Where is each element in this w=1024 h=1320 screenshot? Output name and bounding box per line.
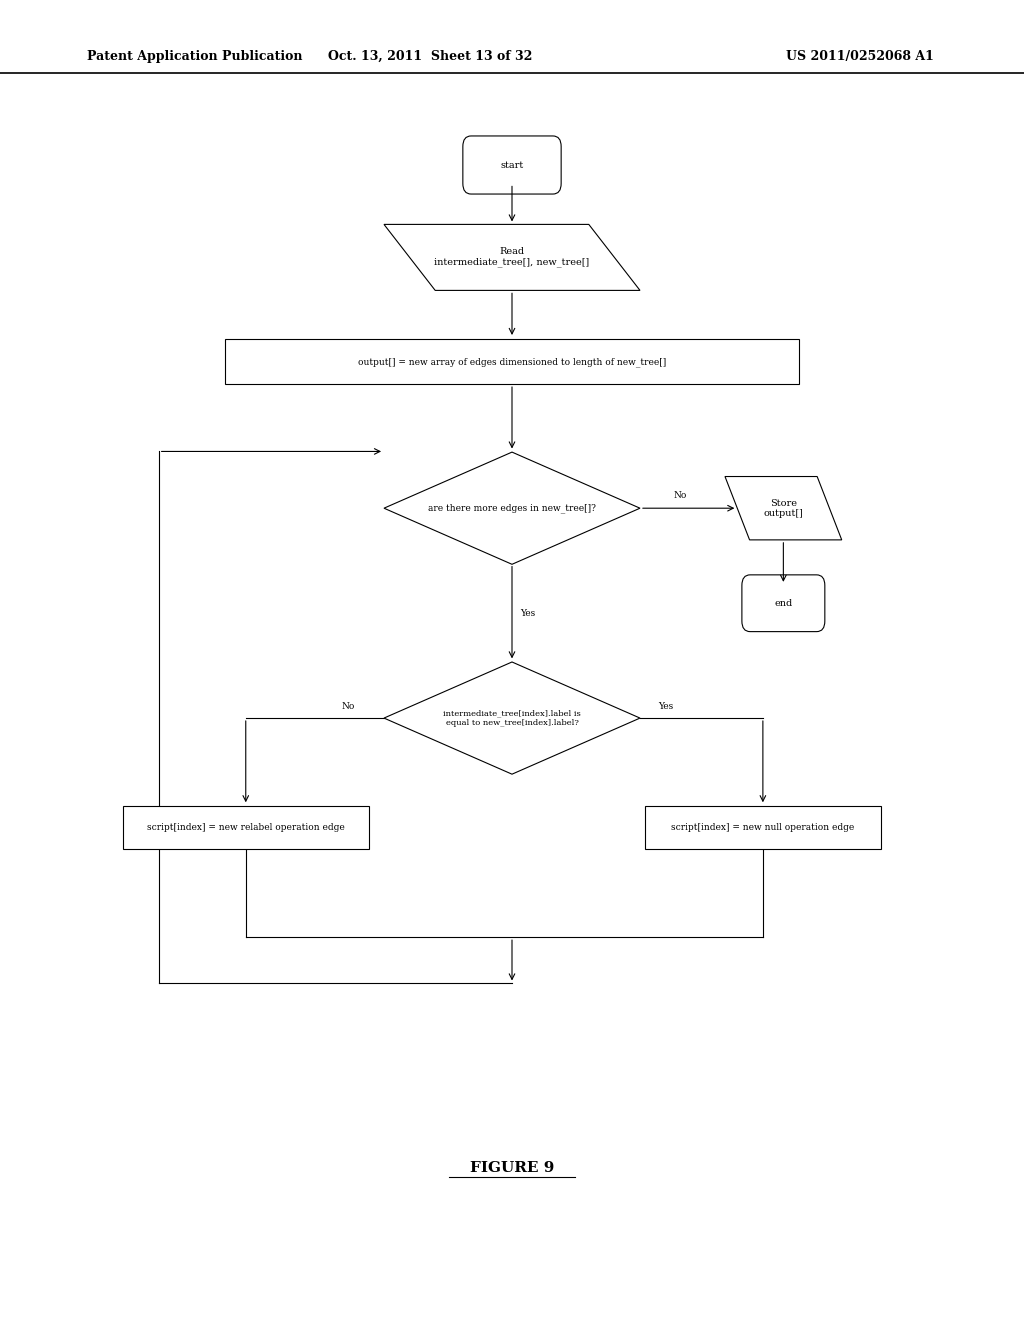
Polygon shape: [384, 663, 640, 774]
FancyBboxPatch shape: [463, 136, 561, 194]
Text: FIGURE 9: FIGURE 9: [470, 1162, 554, 1175]
Text: start: start: [501, 161, 523, 169]
Polygon shape: [384, 224, 640, 290]
Text: output[] = new array of edges dimensioned to length of new_tree[]: output[] = new array of edges dimensione…: [357, 356, 667, 367]
Text: intermediate_tree[index].label is
equal to new_tree[index].label?: intermediate_tree[index].label is equal …: [443, 709, 581, 727]
Text: end: end: [774, 599, 793, 607]
Text: US 2011/0252068 A1: US 2011/0252068 A1: [786, 50, 934, 63]
Text: are there more edges in new_tree[]?: are there more edges in new_tree[]?: [428, 503, 596, 513]
Polygon shape: [725, 477, 842, 540]
Text: script[index] = new null operation edge: script[index] = new null operation edge: [672, 824, 854, 832]
Text: Yes: Yes: [658, 702, 673, 710]
Bar: [225, 339, 799, 384]
Text: Patent Application Publication: Patent Application Publication: [87, 50, 302, 63]
Text: Yes: Yes: [520, 610, 535, 618]
Text: No: No: [341, 702, 355, 710]
Polygon shape: [384, 451, 640, 565]
Text: script[index] = new relabel operation edge: script[index] = new relabel operation ed…: [146, 824, 345, 832]
Text: Oct. 13, 2011  Sheet 13 of 32: Oct. 13, 2011 Sheet 13 of 32: [328, 50, 532, 63]
Bar: [645, 805, 881, 850]
Bar: [123, 805, 369, 850]
Text: No: No: [673, 491, 687, 499]
Text: Read
intermediate_tree[], new_tree[]: Read intermediate_tree[], new_tree[]: [434, 247, 590, 268]
FancyBboxPatch shape: [741, 574, 825, 631]
Text: Store
output[]: Store output[]: [764, 499, 803, 517]
